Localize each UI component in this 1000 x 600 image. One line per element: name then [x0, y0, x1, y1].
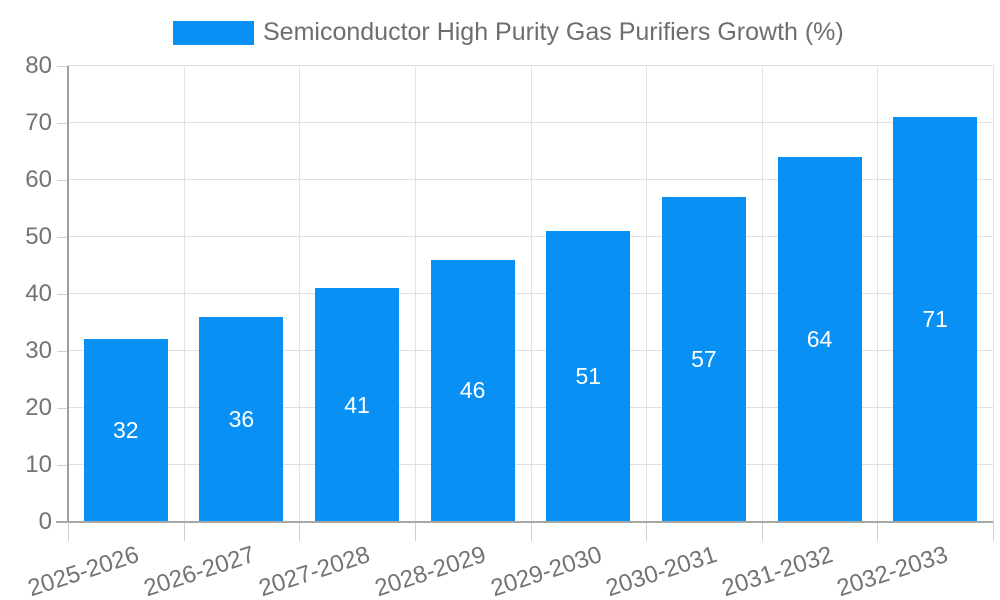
x-tick-label: 2032-2033: [834, 541, 952, 600]
bar-value-label: 57: [691, 345, 717, 372]
y-tick-label: 40: [25, 279, 52, 307]
bar-value-label: 51: [575, 362, 602, 389]
x-axis-tick: [877, 522, 879, 541]
x-tick-label: 2028-2029: [371, 541, 490, 600]
x-axis-tick: [761, 522, 763, 541]
legend-item[interactable]: Semiconductor High Purity Gas Purifiers …: [173, 18, 844, 47]
x-axis-tick: [414, 522, 416, 541]
bar-2026-2027: 36: [199, 316, 284, 522]
y-tick-label: 50: [25, 222, 52, 250]
gridline-vertical: [761, 65, 763, 522]
legend-swatch: [173, 20, 254, 45]
bar-2028-2029: 46: [430, 259, 515, 522]
y-axis-tick: [57, 179, 68, 181]
x-axis-tick: [530, 522, 532, 541]
chart-title: Semiconductor High Purity Gas Purifiers …: [263, 18, 844, 46]
gridline-vertical: [877, 65, 879, 522]
gridline-vertical: [646, 65, 648, 522]
x-axis-line: [56, 521, 993, 523]
bar-value-label: 41: [344, 391, 370, 418]
y-tick-label: 70: [25, 108, 52, 136]
bar-2032-2033: 71: [893, 116, 978, 522]
x-axis-tick: [68, 522, 69, 541]
y-axis-tick: [57, 464, 68, 466]
bar-2031-2032: 64: [777, 156, 862, 522]
bar-2029-2030: 51: [546, 230, 631, 522]
x-tick-label: 2030-2031: [602, 541, 721, 600]
y-axis-tick: [57, 407, 68, 409]
y-axis-tick: [57, 293, 68, 295]
bar-2025-2026: 32: [83, 339, 168, 522]
y-tick-label: 60: [25, 165, 52, 193]
x-axis-tick: [183, 522, 185, 541]
y-tick-label: 0: [38, 508, 52, 535]
y-axis-tick: [57, 236, 68, 238]
x-tick-label: 2027-2028: [255, 541, 374, 600]
bar-value-label: 46: [459, 377, 486, 404]
y-tick-label: 30: [25, 336, 52, 364]
gridline-vertical: [183, 65, 185, 522]
x-axis-tick: [299, 522, 301, 541]
gridline-vertical: [993, 65, 994, 522]
bar-value-label: 71: [922, 305, 948, 332]
bar-value-label: 36: [228, 405, 255, 432]
bar-value-label: 64: [806, 325, 833, 352]
x-axis-tick: [646, 522, 648, 541]
bar-2027-2028: 41: [315, 288, 400, 522]
bar-value-label: 32: [113, 417, 139, 444]
y-axis-tick: [57, 122, 68, 124]
gridline-vertical: [299, 65, 301, 522]
x-tick-label: 2031-2032: [718, 541, 836, 600]
y-tick-label: 20: [25, 393, 52, 421]
y-axis-line: [67, 65, 69, 522]
x-axis-tick: [993, 522, 994, 541]
y-tick-label: 10: [25, 450, 52, 478]
x-tick-label: 2025-2026: [24, 541, 143, 600]
y-axis-tick: [57, 350, 68, 352]
y-tick-label: 80: [25, 51, 52, 79]
gridline-vertical: [414, 65, 416, 522]
y-axis-tick: [57, 65, 68, 67]
x-tick-label: 2029-2030: [487, 541, 605, 600]
bar-2030-2031: 57: [661, 196, 746, 522]
x-tick-label: 2026-2027: [140, 541, 258, 600]
gridline-vertical: [530, 65, 532, 522]
